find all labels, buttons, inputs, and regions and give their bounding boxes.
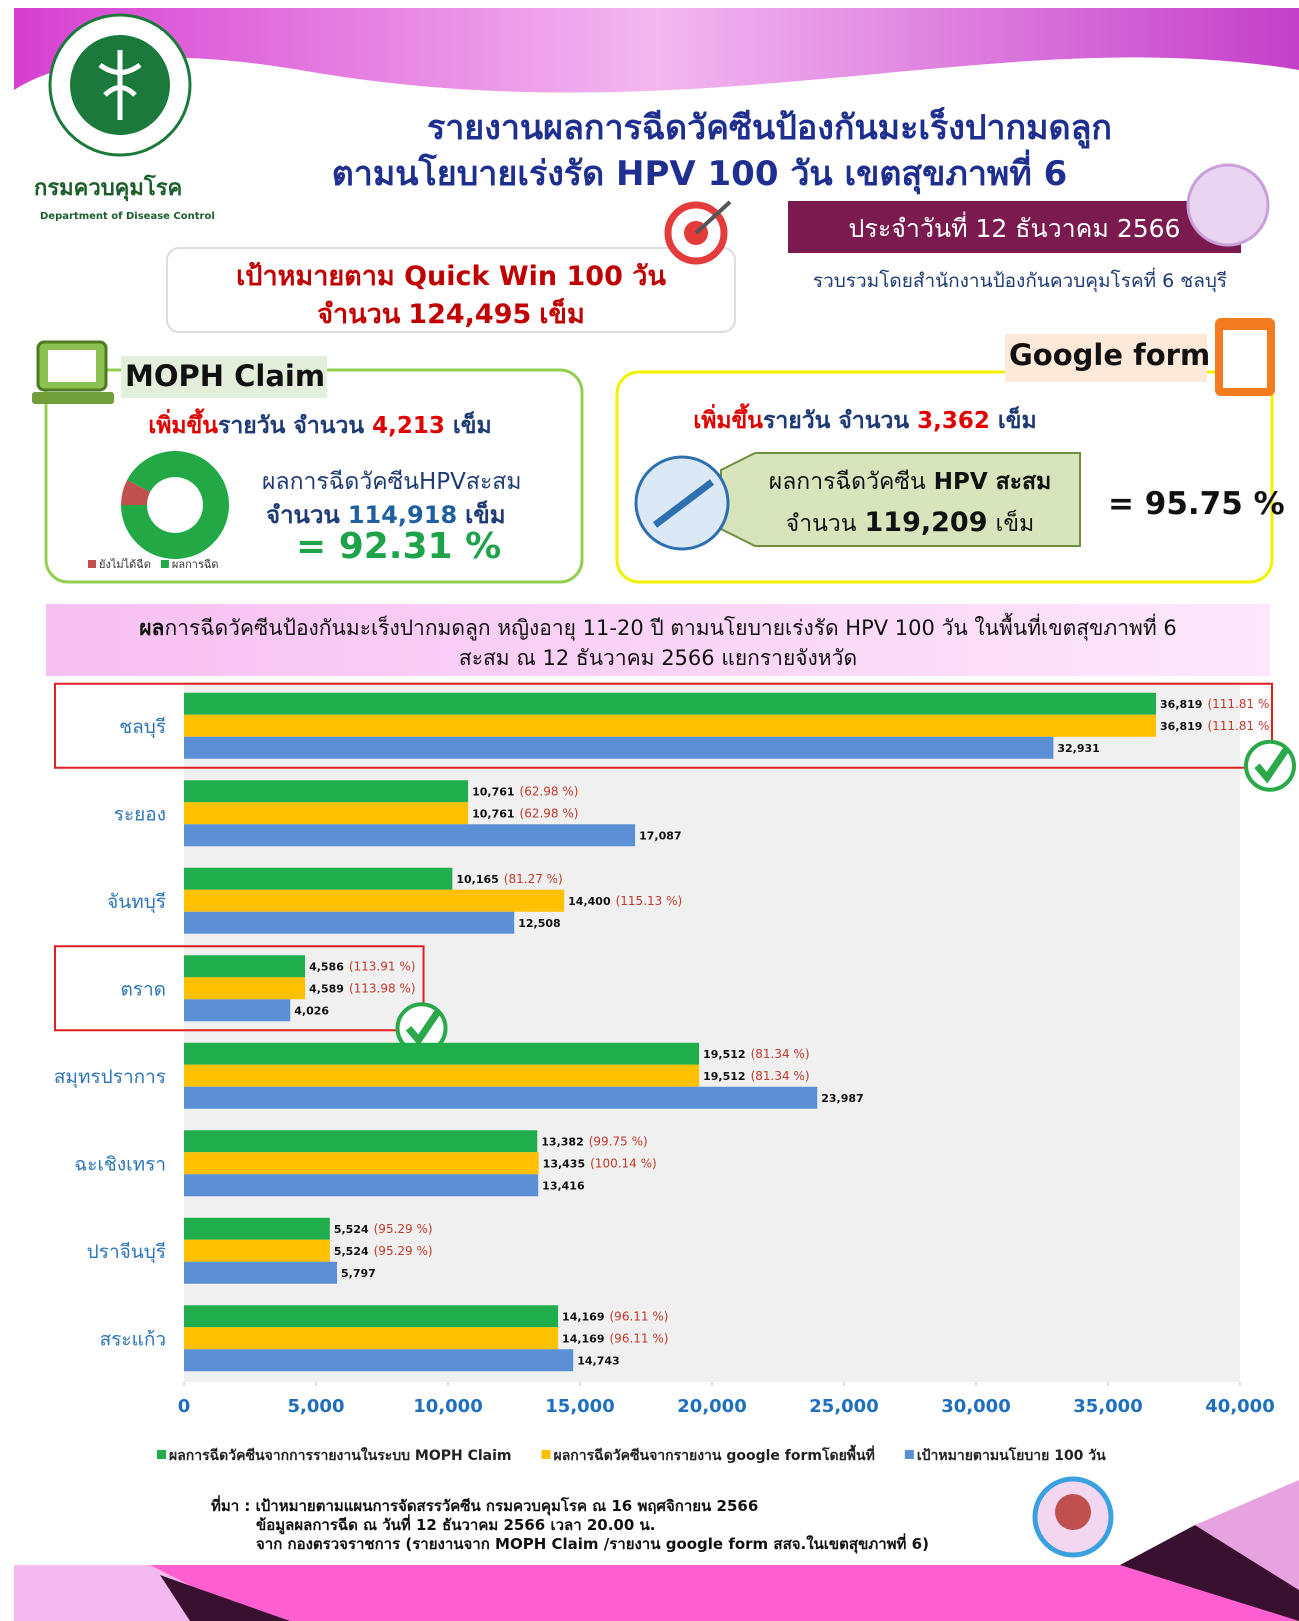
- bar: [184, 868, 452, 890]
- legend-swatch: [542, 1450, 551, 1459]
- value-label: 13,382: [541, 1135, 583, 1148]
- value-label: 14,743: [577, 1354, 619, 1367]
- value-label: 36,819: [1160, 698, 1202, 711]
- value-label: 23,987: [821, 1092, 863, 1105]
- percent-label: (62.98 %): [520, 784, 579, 798]
- x-tick-label: 10,000: [413, 1396, 482, 1417]
- value-label: 13,435: [543, 1157, 585, 1170]
- legend-swatch: [161, 560, 169, 568]
- percent-label: (62.98 %): [520, 806, 579, 820]
- x-tick-label: 20,000: [677, 1396, 746, 1417]
- bar: [184, 1349, 573, 1371]
- bar: [184, 912, 514, 934]
- value-label: 17,087: [639, 829, 681, 842]
- x-tick-label: 25,000: [809, 1396, 878, 1417]
- y-tick-label: จันทบุรี: [107, 891, 166, 914]
- bar: [184, 780, 468, 802]
- bar: [184, 802, 468, 824]
- value-label: 19,512: [703, 1048, 745, 1061]
- y-tick-label: ตราด: [120, 978, 166, 1000]
- value-label: 10,165: [456, 873, 498, 886]
- x-tick-label: 0: [178, 1396, 191, 1417]
- percent-label: (96.11 %): [610, 1331, 669, 1345]
- x-tick-label: 15,000: [545, 1396, 614, 1417]
- legend-label: ผลการฉีดวัคซีนจากรายงาน google formโดยพื…: [554, 1444, 875, 1464]
- percent-label: (99.75 %): [589, 1134, 648, 1148]
- legend-swatch: [905, 1450, 914, 1459]
- bar: [184, 955, 305, 977]
- bar: [184, 1305, 558, 1327]
- value-label: 14,169: [562, 1310, 604, 1323]
- legend-label: ยังไม่ได้ฉีด: [99, 558, 151, 571]
- bar: [184, 1065, 699, 1087]
- bar: [184, 999, 290, 1021]
- bar: [184, 1327, 558, 1349]
- bar: [184, 1087, 817, 1109]
- legend-label: เป้าหมายตามนโยบาย 100 วัน: [917, 1446, 1106, 1464]
- percent-label: (100.14 %): [590, 1156, 657, 1170]
- percent-label: (95.29 %): [374, 1222, 433, 1236]
- page: กรมควบคุมโรค Department of Disease Contr…: [0, 0, 1299, 1621]
- percent-label: (111.81 %): [1207, 719, 1274, 733]
- percent-label: (81.34 %): [751, 1047, 810, 1061]
- value-label: 36,819: [1160, 720, 1202, 733]
- x-tick-label: 35,000: [1073, 1396, 1142, 1417]
- percent-label: (111.81 %): [1207, 697, 1274, 711]
- x-tick-label: 40,000: [1205, 1396, 1274, 1417]
- y-tick-label: ระยอง: [114, 803, 166, 825]
- y-tick-label: ฉะเชิงเทรา: [74, 1153, 166, 1175]
- legend-swatch: [157, 1450, 166, 1459]
- percent-label: (95.29 %): [374, 1244, 433, 1258]
- chart: 0 5,000 10,000 15,000 20,000 25,000 30,000 35,0…: [0, 0, 1299, 1621]
- value-label: 10,761: [472, 785, 514, 798]
- bar: [184, 890, 564, 912]
- value-label: 4,586: [309, 960, 344, 973]
- bar: [184, 977, 305, 999]
- value-label: 32,931: [1057, 742, 1099, 755]
- value-label: 4,589: [309, 982, 344, 995]
- bar: [184, 1240, 330, 1262]
- bar: [184, 715, 1156, 737]
- bar: [184, 1218, 330, 1240]
- value-label: 19,512: [703, 1070, 745, 1083]
- check-icon: [1246, 742, 1294, 790]
- value-label: 5,797: [341, 1267, 376, 1280]
- y-tick-label: ปราจีนบุรี: [87, 1241, 166, 1264]
- x-tick-label: 5,000: [288, 1396, 345, 1417]
- y-tick-label: สระแก้ว: [100, 1328, 166, 1350]
- percent-label: (81.27 %): [504, 872, 563, 886]
- percent-label: (81.34 %): [751, 1069, 810, 1083]
- value-label: 5,524: [334, 1245, 369, 1258]
- value-label: 10,761: [472, 807, 514, 820]
- bar: [184, 737, 1053, 759]
- value-label: 14,400: [568, 895, 611, 908]
- percent-label: (113.98 %): [349, 981, 416, 995]
- bar: [184, 1152, 539, 1174]
- bar: [184, 1043, 699, 1065]
- x-tick-label: 30,000: [941, 1396, 1010, 1417]
- value-label: 4,026: [294, 1004, 329, 1017]
- bar: [184, 1262, 337, 1284]
- value-label: 13,416: [542, 1179, 585, 1192]
- percent-label: (113.91 %): [349, 959, 416, 973]
- bar: [184, 693, 1156, 715]
- value-label: 14,169: [562, 1332, 604, 1345]
- percent-label: (115.13 %): [616, 894, 683, 908]
- value-label: 12,508: [518, 917, 560, 930]
- legend-swatch: [88, 560, 96, 568]
- legend-label: ผลการฉีด: [172, 558, 219, 571]
- legend-label: ผลการฉีดวัคซีนจากการรายงานในระบบ MOPH Cl…: [169, 1446, 512, 1464]
- y-tick-label: ชลบุรี: [119, 716, 166, 739]
- bar: [184, 824, 635, 846]
- bar: [184, 1130, 537, 1152]
- y-tick-label: สมุทรปราการ: [54, 1066, 166, 1089]
- bar: [184, 1174, 538, 1196]
- pie-slice: [121, 451, 229, 559]
- percent-label: (96.11 %): [610, 1309, 669, 1323]
- value-label: 5,524: [334, 1223, 369, 1236]
